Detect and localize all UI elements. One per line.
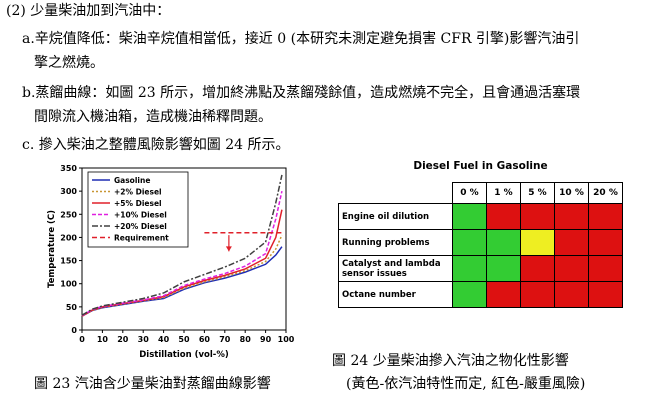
risk-cell [554,255,589,282]
fig24-caption-line2: (黃色-依汽油特性而定, 紅色-嚴重風險) [346,376,586,392]
item-a-line1: a.辛烷值降低：柴油辛烷值相當低，接近 0 (本研究未測定避免損害 CFR 引擎… [22,31,580,47]
risk-cell [554,203,589,230]
y-axis-label: Temperature (C) [47,210,57,288]
risk-row: Octane number [338,281,623,308]
risk-column-header: 5 % [520,182,555,204]
x-tick-label: 30 [138,335,150,344]
legend-label: +20% Diesel [114,222,167,231]
x-tick-label: 20 [117,335,129,344]
series-line [81,209,283,317]
risk-row: Engine oil dilution [338,203,623,230]
series-line [81,174,283,316]
risk-cell [588,203,623,230]
fig23-caption: 圖 23 汽油含少量柴油對蒸餾曲線影響 [34,376,271,392]
x-tick-label: 10 [97,335,109,344]
risk-row: Catalyst and lambda sensor issues [338,255,623,282]
item-a-line2: 擎之燃燒。 [34,55,104,71]
y-tick-label: 300 [60,187,77,196]
y-tick-label: 150 [60,257,77,266]
risk-column-header: 20 % [588,182,623,204]
risk-cell [452,203,487,230]
y-tick-label: 50 [66,303,78,312]
risk-cell [520,281,555,308]
risk-matrix-title: Diesel Fuel in Gasoline [413,160,548,172]
y-tick-label: 250 [60,210,77,219]
legend-label: +2% Diesel [114,188,162,197]
x-axis-label: Distillation (vol-%) [139,350,229,360]
risk-matrix: Diesel Fuel in Gasoline 0 % 1 % 5 % 10 % 20 … [328,158,633,338]
risk-table: 0 % 1 % 5 % 10 % 20 % Engine oil dilution Run… [338,182,623,308]
section-heading: (2) 少量柴油加到汽油中： [6,3,171,19]
risk-column-header: 10 % [554,182,589,204]
risk-row-label: Octane number [338,281,453,308]
risk-column-header: 0 % [452,182,487,204]
risk-cell [452,255,487,282]
y-tick-label: 0 [71,326,77,335]
x-tick-label: 80 [240,335,252,344]
x-tick-label: 90 [260,335,272,344]
y-tick-label: 100 [60,280,77,289]
x-tick-label: 40 [158,335,170,344]
x-tick-label: 70 [219,335,231,344]
risk-cell [588,281,623,308]
legend-label: +5% Diesel [114,199,162,208]
risk-cell [452,281,487,308]
risk-cell [452,229,487,256]
x-tick-label: 50 [178,335,190,344]
risk-cell [520,229,555,256]
risk-row-label: Engine oil dilution [338,203,453,230]
risk-row-label: Running problems [338,229,453,256]
legend-label: Requirement [114,234,169,243]
risk-cell [588,255,623,282]
x-tick-label: 0 [79,335,85,344]
risk-cell [554,229,589,256]
item-c: c. 摻入柴油之整體風險影響如圖 24 所示。 [22,137,290,153]
series-line [81,246,283,317]
risk-cell [588,229,623,256]
risk-cell [554,281,589,308]
risk-corner [338,182,453,204]
risk-header-row: 0 % 1 % 5 % 10 % 20 % [338,182,623,204]
legend-box [87,171,189,248]
distillation-chart-svg: 0 10 20 30 40 50 60 70 80 90 100 0 50 100 150 200 250 300… [47,164,295,360]
item-b-line2: 間隙流入機油箱，造成機油稀釋問題。 [34,109,272,125]
legend-label: Gasoline [114,176,150,185]
series-line [81,190,283,317]
fig24-caption-line1: 圖 24 少量柴油摻入汽油之物化性影響 [332,353,569,369]
y-tick-label: 200 [60,233,77,242]
risk-row-label: Catalyst and lambda sensor issues [338,255,453,282]
risk-cell [486,255,521,282]
y-tick-label: 350 [60,164,77,173]
risk-cell [520,203,555,230]
risk-row: Running problems [338,229,623,256]
series-line [81,234,283,317]
risk-cell [486,229,521,256]
item-b-line1: b.蒸餾曲線：如圖 23 所示，增加終沸點及蒸餾殘餘值，造成燃燒不完全，且會通過… [22,85,581,101]
risk-cell [486,203,521,230]
x-tick-label: 60 [199,335,211,344]
risk-cell [486,281,521,308]
distillation-chart: 0 10 20 30 40 50 60 70 80 90 100 0 50 100 150 200 250 300… [20,160,300,360]
risk-cell [520,255,555,282]
x-tick-label: 100 [278,335,295,344]
legend-label: +10% Diesel [114,211,167,220]
risk-column-header: 1 % [486,182,521,204]
requirement-arrowhead [225,246,232,252]
